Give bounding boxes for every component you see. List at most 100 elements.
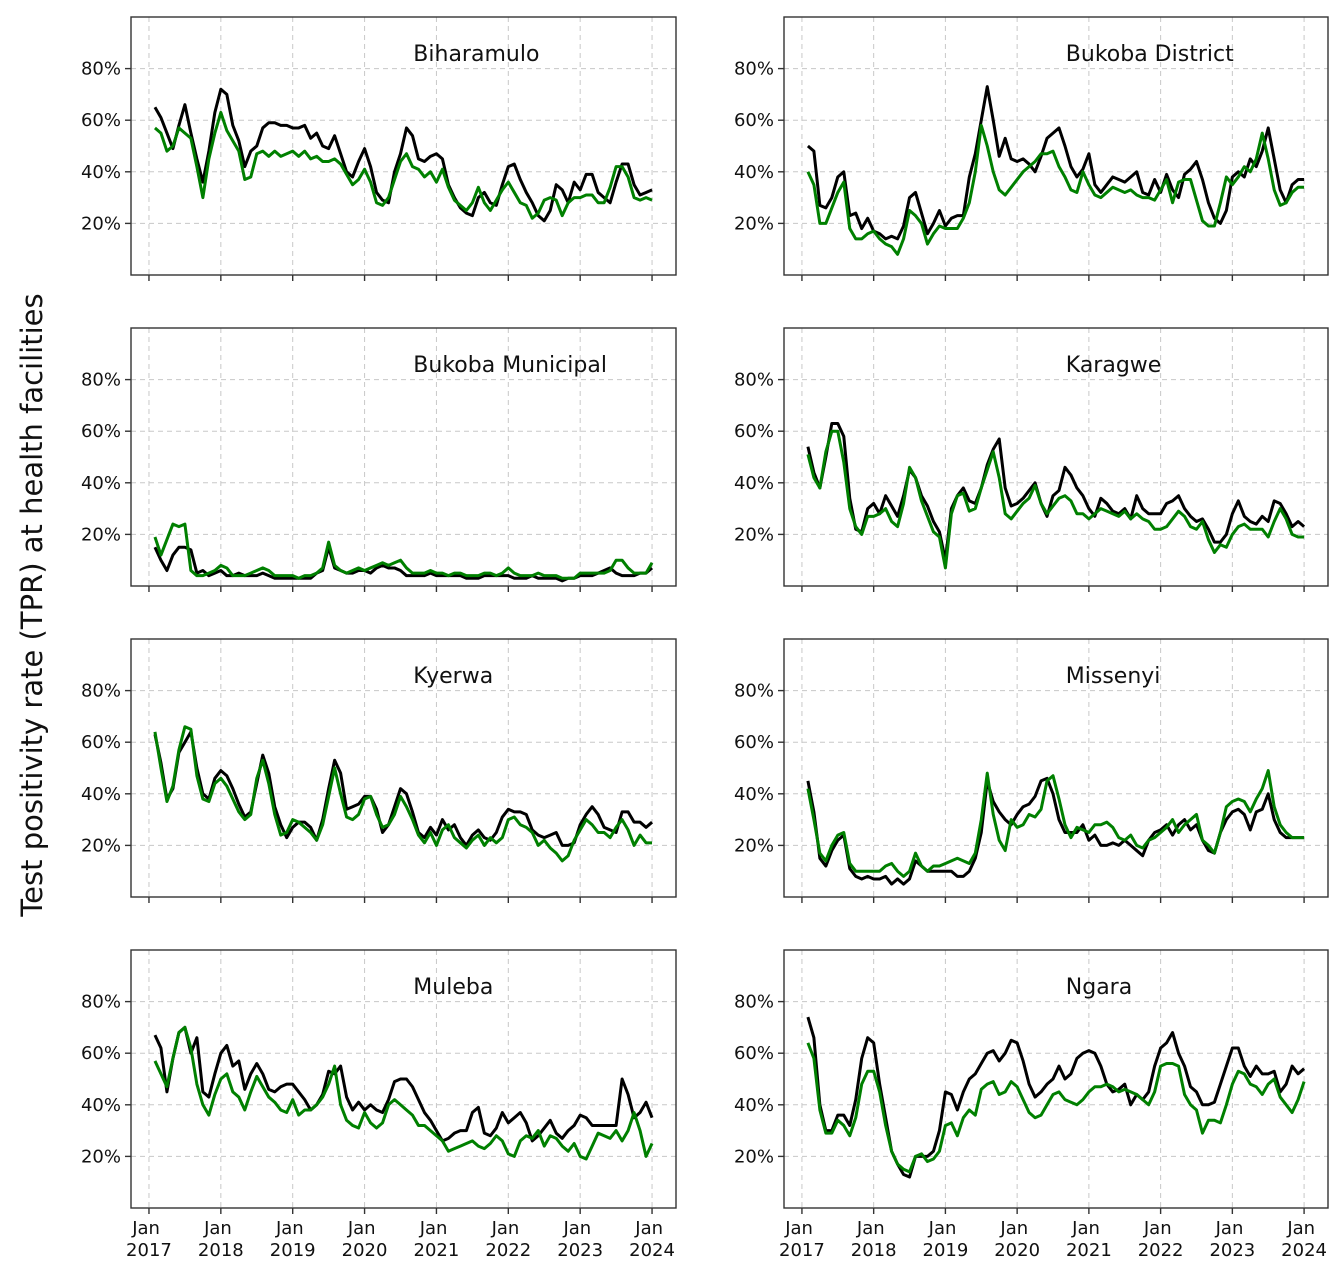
- x-tick-label-line: Jan: [784, 1218, 818, 1239]
- x-tick-label: Jan 2017: [126, 1218, 172, 1261]
- x-tick-label-line: 2018: [851, 1240, 897, 1261]
- x-tick-label-line: 2024: [629, 1240, 675, 1261]
- y-tick-label: 40%: [81, 473, 121, 494]
- x-tick-label-line: 2024: [1281, 1240, 1327, 1261]
- panel-title: Biharamulo: [413, 42, 539, 67]
- y-tick-label: 40%: [81, 1095, 121, 1116]
- x-tick-label-line: Jan: [999, 1218, 1033, 1239]
- y-tick-label: 60%: [734, 1043, 774, 1064]
- y-tick-label: 20%: [734, 213, 774, 234]
- y-tick-label: 20%: [734, 524, 774, 545]
- y-tick-label: 20%: [81, 524, 121, 545]
- panel-title: Ngara: [1066, 975, 1132, 1000]
- x-tick-label-line: Jan: [347, 1218, 381, 1239]
- panel-frame: [783, 327, 1329, 587]
- y-tick-label: 80%: [81, 992, 121, 1013]
- x-tick-label-line: Jan: [1143, 1218, 1177, 1239]
- x-tick-label-line: 2020: [994, 1240, 1040, 1261]
- y-tick-label: 60%: [734, 110, 774, 131]
- x-tick-label-line: 2018: [198, 1240, 244, 1261]
- x-tick-label: Jan 2022: [1138, 1218, 1184, 1261]
- panel-title: Kyerwa: [413, 664, 493, 689]
- y-tick-label: 20%: [81, 1146, 121, 1167]
- y-tick-label: 20%: [734, 835, 774, 856]
- data-line: [806, 85, 1305, 241]
- x-tick-label-line: 2019: [923, 1240, 969, 1261]
- panel-title: Bukoba Municipal: [413, 353, 607, 378]
- data-line: [153, 725, 653, 863]
- y-tick-label: 60%: [81, 421, 121, 442]
- x-tick-label-line: Jan: [131, 1218, 165, 1239]
- x-tick-label-line: 2020: [342, 1240, 388, 1261]
- y-tick-label: 80%: [734, 59, 774, 80]
- x-tick-label: Jan 2019: [270, 1218, 316, 1261]
- panel-title: Karagwe: [1066, 353, 1162, 378]
- data-line: [806, 1042, 1306, 1174]
- x-tick-label-line: Jan: [1286, 1218, 1320, 1239]
- y-tick-label: 40%: [81, 162, 121, 183]
- y-tick-label: 20%: [81, 213, 121, 234]
- data-line: [153, 87, 653, 223]
- y-tick-label: 80%: [734, 370, 774, 391]
- y-tick-label: 80%: [81, 681, 121, 702]
- x-tick-label: Jan 2019: [923, 1218, 969, 1261]
- data-line: [806, 769, 1305, 878]
- y-axis-label: Test positivity rate (TPR) at health fac…: [15, 293, 49, 917]
- x-tick-label-line: Jan: [419, 1218, 453, 1239]
- y-tick-label: 40%: [734, 784, 774, 805]
- x-tick-label-line: Jan: [1071, 1218, 1105, 1239]
- y-tick-label: 60%: [734, 421, 774, 442]
- y-tick-label: 60%: [81, 732, 121, 753]
- x-tick-label: Jan 2023: [557, 1218, 603, 1261]
- x-tick-label: Jan 2018: [851, 1218, 897, 1261]
- x-tick-label-line: 2022: [485, 1240, 531, 1261]
- data-line: [153, 110, 653, 220]
- y-tick-label: 60%: [81, 1043, 121, 1064]
- x-tick-label-line: Jan: [203, 1218, 237, 1239]
- x-tick-label-line: Jan: [562, 1218, 596, 1239]
- x-tick-label: Jan 2017: [779, 1218, 825, 1261]
- data-line: [806, 421, 1306, 562]
- x-tick-label: Jan 2021: [1066, 1218, 1112, 1261]
- x-tick-label: Jan 2023: [1209, 1218, 1255, 1261]
- data-line: [806, 123, 1305, 256]
- panel-frame: [130, 638, 677, 898]
- panel-frame: [130, 327, 677, 587]
- data-line: [153, 522, 654, 580]
- y-tick-label: 80%: [734, 681, 774, 702]
- x-tick-label-line: 2021: [414, 1240, 460, 1261]
- panel-title: Muleba: [413, 975, 493, 1000]
- x-tick-label-line: 2023: [1209, 1240, 1255, 1261]
- x-tick-label-line: Jan: [1215, 1218, 1249, 1239]
- data-line: [806, 429, 1305, 570]
- panel-frame: [783, 638, 1329, 898]
- y-tick-label: 40%: [81, 784, 121, 805]
- panel-frame: [130, 16, 677, 276]
- x-tick-label: Jan 2018: [198, 1218, 244, 1261]
- x-tick-label-line: 2022: [1138, 1240, 1184, 1261]
- x-tick-label: Jan 2021: [414, 1218, 460, 1261]
- y-tick-label: 80%: [81, 370, 121, 391]
- x-tick-label: Jan 2024: [629, 1218, 675, 1261]
- x-tick-label: Jan 2022: [485, 1218, 531, 1261]
- y-tick-label: 40%: [734, 162, 774, 183]
- x-tick-label-line: 2017: [779, 1240, 825, 1261]
- y-tick-label: 60%: [734, 732, 774, 753]
- x-tick-label-line: 2021: [1066, 1240, 1112, 1261]
- x-tick-label-line: Jan: [634, 1218, 668, 1239]
- data-line: [153, 730, 654, 847]
- panel-title: Missenyi: [1066, 664, 1161, 689]
- x-tick-label-line: Jan: [856, 1218, 890, 1239]
- x-tick-label: Jan 2024: [1281, 1218, 1327, 1261]
- panel-frame: [783, 16, 1329, 276]
- panel-frame: [783, 949, 1329, 1209]
- panel-frame: [130, 949, 677, 1209]
- y-tick-label: 20%: [734, 1146, 774, 1167]
- data-line: [153, 1025, 654, 1143]
- x-tick-label: Jan 2020: [994, 1218, 1040, 1261]
- x-tick-label-line: 2023: [557, 1240, 603, 1261]
- x-tick-label-line: 2017: [126, 1240, 172, 1261]
- panel-title: Bukoba District: [1066, 42, 1234, 67]
